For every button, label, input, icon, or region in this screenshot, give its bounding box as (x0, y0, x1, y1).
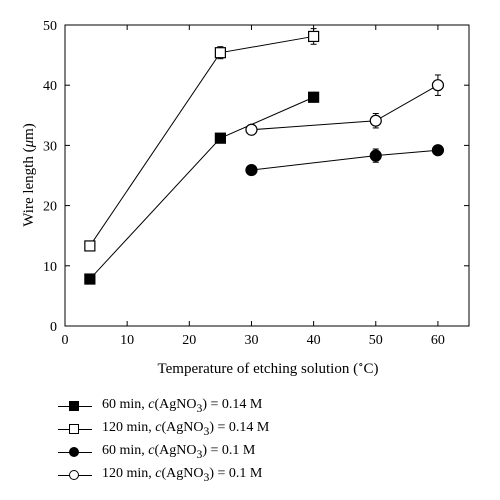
x-tick-label: 40 (307, 333, 321, 348)
axis-ticks: 0 10 20 30 40 50 60 0 10 20 30 40 50 (43, 19, 469, 348)
data-point-circle (431, 79, 445, 92)
y-tick-label: 30 (43, 139, 57, 154)
y-tick-label: 20 (43, 200, 57, 215)
open-square-marker-icon (69, 424, 79, 434)
plot-frame (64, 24, 470, 327)
x-tick-label: 20 (182, 333, 196, 348)
data-point-square (308, 30, 320, 43)
legend-label: 120 min, c(AgNO3) = 0.1 M (102, 466, 263, 484)
filled-square-marker-icon (69, 401, 79, 411)
y-tick-label: 0 (50, 320, 57, 335)
x-tick-label: 50 (369, 333, 383, 348)
series-line (89, 35, 314, 247)
data-point-circle (245, 123, 258, 136)
data-point-square (214, 132, 226, 144)
x-tick-label: 30 (244, 333, 258, 348)
data-point-square (84, 273, 96, 285)
series-1 (84, 91, 320, 285)
x-tick-label: 0 (62, 333, 69, 348)
series-4 (245, 74, 445, 136)
legend-label: 120 min, c(AgNO3) = 0.14 M (102, 420, 270, 438)
data-point-square (84, 240, 96, 252)
series-3 (245, 144, 445, 177)
legend-label: 60 min, c(AgNO3) = 0.14 M (102, 397, 263, 415)
y-axis-label: Wire length (μm) (21, 123, 37, 227)
series-line (251, 84, 439, 131)
x-tick-label: 10 (120, 333, 134, 348)
series-line (89, 96, 314, 280)
y-tick-label: 50 (43, 19, 57, 34)
x-axis-label: Temperature of etching solution (∘C) (158, 359, 379, 377)
x-tick-label: 60 (431, 333, 445, 348)
data-point-circle (369, 114, 382, 127)
open-circle-marker-icon (69, 470, 79, 480)
chart: 0 10 20 30 40 50 60 0 10 20 30 40 50 Temperature of … (21, 19, 470, 377)
series-line (251, 149, 438, 171)
series-group (84, 28, 445, 285)
data-point-circle (369, 149, 382, 162)
y-tick-label: 10 (43, 260, 57, 275)
filled-circle-marker-icon (69, 447, 79, 457)
data-point-circle (431, 144, 445, 157)
series-2 (84, 28, 320, 252)
data-point-square (214, 47, 226, 59)
data-point-square (308, 91, 320, 103)
data-point-circle (245, 163, 258, 177)
y-tick-label: 40 (43, 79, 57, 94)
legend-label: 60 min, c(AgNO3) = 0.1 M (102, 443, 256, 461)
